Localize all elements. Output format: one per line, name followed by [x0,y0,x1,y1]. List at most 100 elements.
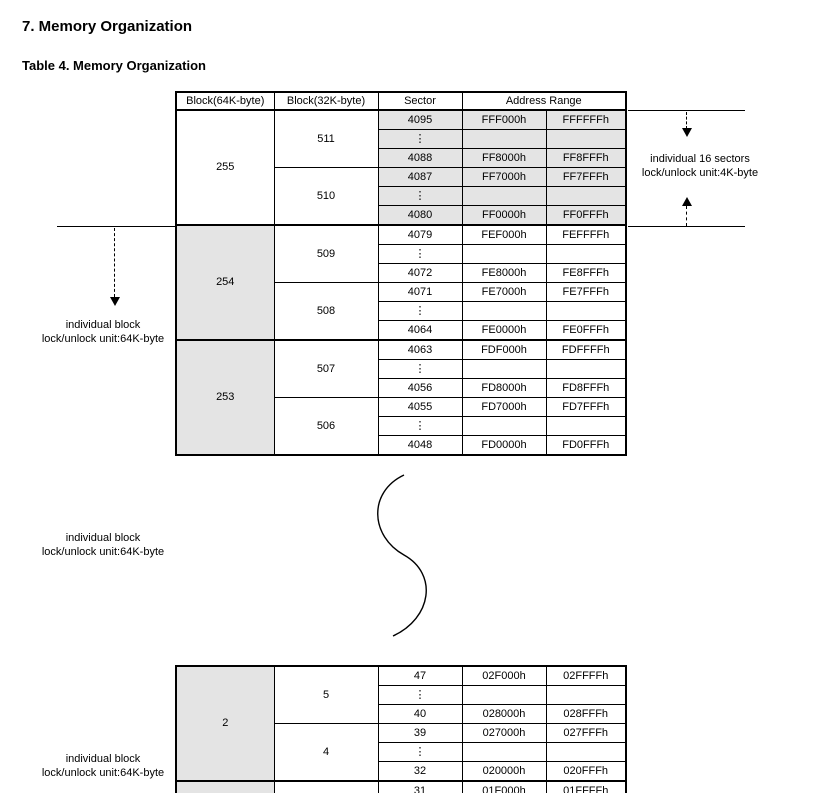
addr-end-cell [545,301,627,321]
addr-end-cell [545,359,627,379]
addr-end-cell: FDFFFFh [545,339,627,360]
sector-cell: 4088 [377,148,463,168]
addr-start-cell [461,244,547,264]
block32-cell [273,780,379,793]
sector-cell: 4055 [377,397,463,417]
sector-cell: 4087 [377,167,463,187]
annotation-line: lock/unlock unit:64K-byte [41,333,165,345]
dots-cell: ⋮ [377,129,463,149]
sector-cell: 40 [377,704,463,724]
addr-start-cell: 028000h [461,704,547,724]
addr-end-cell: FEFFFFh [545,224,627,245]
addr-end-cell: FE8FFFh [545,263,627,283]
addr-end-cell: 02FFFFh [545,665,627,686]
sector-cell: 4079 [377,224,463,245]
addr-end-cell: FD8FFFh [545,378,627,398]
addr-start-cell [461,685,547,705]
addr-end-cell: FF8FFFh [545,148,627,168]
annotation-line: individual block [65,319,141,331]
table-row: ⋮ [176,416,627,436]
addr-start-cell: FE0000h [461,320,547,341]
addr-end-cell: FE0FFFh [545,320,627,341]
addr-start-cell: 02F000h [461,665,547,686]
table-caption: Table 4. Memory Organization [22,58,206,73]
block32-cell: 510 [273,167,379,226]
addr-start-cell: FF7000h [461,167,547,187]
table-row: 4064 FE0000h FE0FFFh [176,320,627,341]
bracket-line-bottom-right [628,226,745,227]
addr-end-cell [545,685,627,705]
addr-end-cell: FD7FFFh [545,397,627,417]
table-row: 254 509 4079 FEF000h FEFFFFh [175,224,627,341]
block32-cell: 508 [273,282,379,341]
annotation-line: individual 16 sectors [650,153,750,165]
addr-end-cell [545,186,627,206]
annotation-block-bottom: individual block lock/unlock unit:64K-by… [28,752,178,780]
sector-cell: 31 [377,780,463,793]
block32-cell: 4 [273,723,379,782]
addr-start-cell: FD8000h [461,378,547,398]
dots-cell: ⋮ [377,416,463,436]
table-row: 4080 FF0000h FF0FFFh [176,205,627,226]
annotation-line: individual block [65,753,141,765]
dots-cell: ⋮ [377,186,463,206]
dots-cell: ⋮ [377,685,463,705]
sector-cell: 4063 [377,339,463,360]
dashed-arrow-down-line [686,112,687,129]
addr-start-cell [461,416,547,436]
annotation-16-sectors: individual 16 sectors lock/unlock unit:4… [612,152,788,180]
block64-cell: 255 [175,109,275,226]
addr-start-cell [461,129,547,149]
bracket-line-top-right [628,110,745,111]
table-row: 4088 FF8000h FF8FFFh [176,148,627,168]
header-address-range: Address Range [461,91,627,111]
sector-cell: 4095 [377,109,463,130]
sector-cell: 4048 [377,435,463,456]
addr-start-cell: FE7000h [461,282,547,302]
addr-start-cell: FDF000h [461,339,547,360]
arrow-down-icon [110,297,120,306]
header-sector: Sector [377,91,463,111]
sector-cell: 32 [377,761,463,782]
bracket-line-left [57,226,175,227]
addr-end-cell: FE7FFFh [545,282,627,302]
addr-start-cell: FD0000h [461,435,547,456]
table-row: 2 5 47 02F000h 02FFFFh [175,665,627,782]
table-row-partial: 31 01F000h 01FFFFh [175,780,627,793]
addr-end-cell: 01FFFFh [545,780,627,793]
block32-cell: 511 [273,109,379,168]
annotation-line: individual block [65,532,141,544]
addr-start-cell [461,301,547,321]
addr-start-cell: 01F000h [461,780,547,793]
table-break-squiggle [377,474,427,637]
table-row: ⋮ [176,186,627,206]
addr-start-cell: FF8000h [461,148,547,168]
table-row: 510 4087 FF7000h FF7FFFh [176,167,627,226]
addr-start-cell: 020000h [461,761,547,782]
sector-cell: 47 [377,665,463,686]
table-row: ⋮ [176,742,627,762]
addr-start-cell: 027000h [461,723,547,743]
sector-cell: 4072 [377,263,463,283]
memory-table-bottom: 2 5 47 02F000h 02FFFFh ⋮ 40 028000h 028F… [175,665,627,793]
table-row: ⋮ [176,359,627,379]
addr-start-cell: FF0000h [461,205,547,226]
header-row: Block(64K-byte) Block(32K-byte) Sector A… [175,91,627,111]
dots-cell: ⋮ [377,301,463,321]
block64-cell: 253 [175,339,275,456]
sector-cell: 4080 [377,205,463,226]
addr-start-cell: FFF000h [461,109,547,130]
table-row: 253 507 4063 FDF000h FDFFFFh [175,339,627,456]
block64-cell: 254 [175,224,275,341]
addr-end-cell [545,416,627,436]
addr-end-cell [545,129,627,149]
table-row: 506 4055 FD7000h FD7FFFh [176,397,627,456]
table-row: 32 020000h 020FFFh [176,761,627,782]
sector-cell: 4056 [377,378,463,398]
table-row: 40 028000h 028FFFh [176,704,627,724]
addr-end-cell: 028FFFh [545,704,627,724]
dots-cell: ⋮ [377,742,463,762]
block32-cell: 507 [273,339,379,398]
block64-cell: 2 [175,665,275,782]
